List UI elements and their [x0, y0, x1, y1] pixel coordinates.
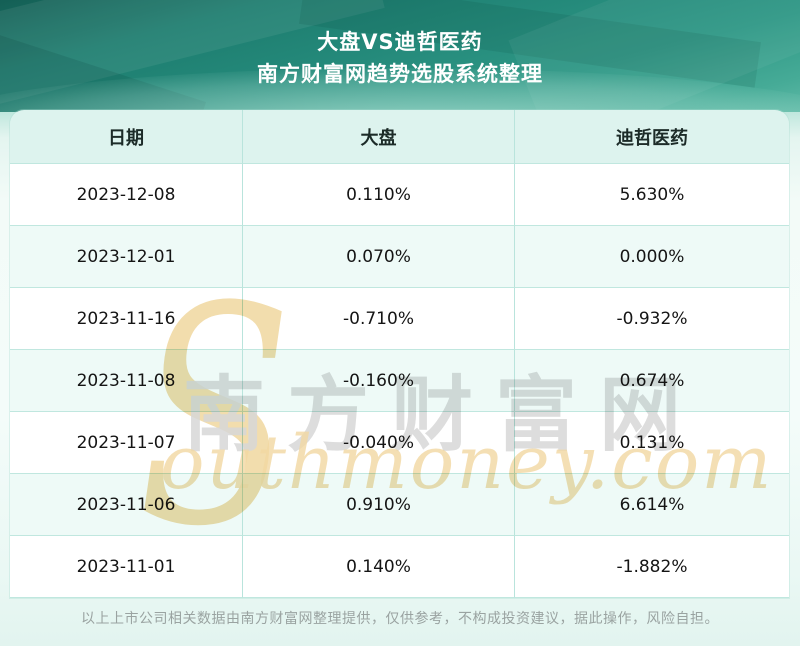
table-row: 2023-11-01 0.140% -1.882% — [10, 536, 789, 598]
header-banner: 大盘VS迪哲医药 南方财富网趋势选股系统整理 — [0, 0, 800, 118]
cell-stock: 0.674% — [515, 350, 789, 412]
table-row: 2023-12-01 0.070% 0.000% — [10, 226, 789, 288]
cell-stock: 6.614% — [515, 474, 789, 536]
cell-market: 0.910% — [243, 474, 515, 536]
cell-market: -0.160% — [243, 350, 515, 412]
cell-date: 2023-11-06 — [10, 474, 243, 536]
cell-date: 2023-12-01 — [10, 226, 243, 288]
comparison-table: 日期 大盘 迪哲医药 2023-12-08 0.110% 5.630% 2023… — [10, 110, 789, 598]
cell-date: 2023-11-16 — [10, 288, 243, 350]
table-row: 2023-11-16 -0.710% -0.932% — [10, 288, 789, 350]
cell-market: 0.140% — [243, 536, 515, 598]
cell-stock: 0.000% — [515, 226, 789, 288]
cell-date: 2023-12-08 — [10, 164, 243, 226]
cell-date: 2023-11-01 — [10, 536, 243, 598]
cell-stock: -0.932% — [515, 288, 789, 350]
table-row: 2023-11-07 -0.040% 0.131% — [10, 412, 789, 474]
table-row: 2023-11-08 -0.160% 0.674% — [10, 350, 789, 412]
column-header-market: 大盘 — [243, 110, 515, 164]
disclaimer-text: 以上上市公司相关数据由南方财富网整理提供，仅供参考，不构成投资建议，据此操作，风… — [81, 611, 719, 627]
table-row: 2023-11-06 0.910% 6.614% — [10, 474, 789, 536]
table-body: 2023-12-08 0.110% 5.630% 2023-12-01 0.07… — [10, 164, 789, 598]
cell-stock: 0.131% — [515, 412, 789, 474]
page-subtitle: 南方财富网趋势选股系统整理 — [257, 62, 543, 86]
cell-stock: 5.630% — [515, 164, 789, 226]
column-header-stock: 迪哲医药 — [515, 110, 789, 164]
cell-market: -0.040% — [243, 412, 515, 474]
cell-market: -0.710% — [243, 288, 515, 350]
cell-market: 0.070% — [243, 226, 515, 288]
table-header-row: 日期 大盘 迪哲医药 — [10, 110, 789, 164]
cell-date: 2023-11-08 — [10, 350, 243, 412]
cell-market: 0.110% — [243, 164, 515, 226]
table-row: 2023-12-08 0.110% 5.630% — [10, 164, 789, 226]
page-title: 大盘VS迪哲医药 — [317, 30, 483, 54]
column-header-date: 日期 — [10, 110, 243, 164]
cell-stock: -1.882% — [515, 536, 789, 598]
cell-date: 2023-11-07 — [10, 412, 243, 474]
